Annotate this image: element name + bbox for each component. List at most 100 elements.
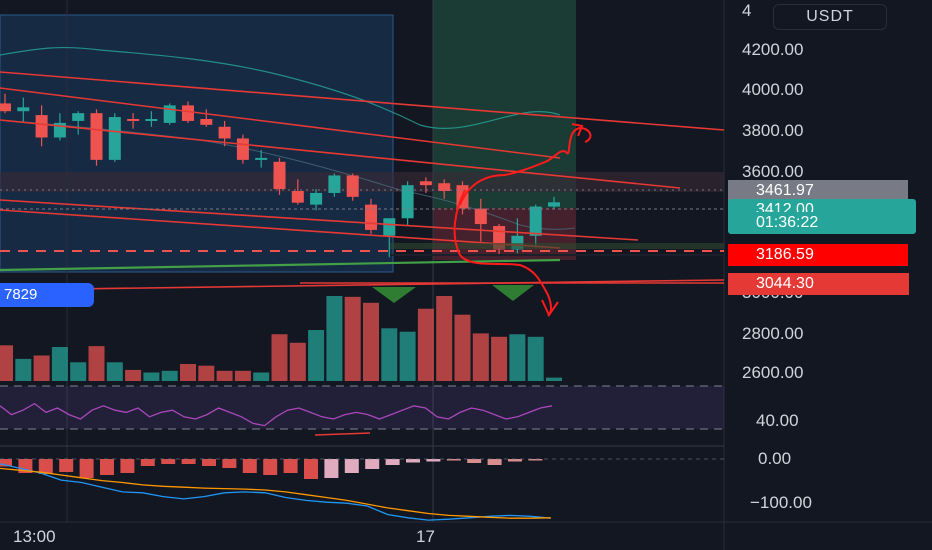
candle-body [401, 185, 414, 219]
volume-bar [271, 334, 288, 381]
blue-range-border [0, 14, 394, 273]
trend-line [0, 199, 639, 241]
volume-bar [88, 346, 105, 381]
macd-histogram-bar [120, 459, 135, 473]
trend-line [0, 87, 561, 159]
trend-line [0, 119, 681, 189]
macd-histogram-bar [528, 459, 543, 461]
volume-bar [436, 296, 453, 381]
volume-bar [546, 377, 562, 381]
x-axis-tick-label: 13:00 [13, 527, 56, 546]
volume-bar [417, 308, 434, 381]
macd-axis-tick-label: −100.00 [750, 493, 812, 512]
candle-body [474, 208, 487, 225]
macd-histogram-group [0, 459, 543, 479]
macd-histogram-bar [508, 459, 522, 462]
macd-histogram-bar [181, 459, 196, 464]
moving-average-line-2 [0, 119, 576, 230]
candle-body [310, 192, 323, 205]
bearish-arrowhead [541, 299, 559, 318]
macd-histogram-bar [38, 459, 53, 474]
volume-bar [216, 370, 233, 381]
macd-histogram-bar [385, 459, 400, 465]
rsi-axis-tick-label: 40.00 [756, 411, 799, 430]
x-axis-tick-label: 17 [416, 527, 435, 546]
candle-body [548, 202, 560, 207]
y-axis-tick-label: 4200.00 [742, 40, 803, 59]
macd-histogram-bar [222, 459, 237, 468]
macd-histogram-bar [263, 459, 278, 475]
macd-signal-line [0, 467, 551, 519]
candle-body [291, 191, 304, 203]
bearish-projection-arrow [453, 189, 552, 317]
volume-bar [381, 328, 398, 381]
candle-body [0, 103, 11, 112]
volume-bar [491, 336, 508, 381]
candle-body [346, 175, 359, 197]
candle-body [236, 138, 249, 160]
candle-body [17, 107, 30, 112]
volume-bar [509, 334, 526, 381]
candle-body [255, 157, 268, 160]
volume-bar [180, 364, 196, 381]
y-axis-tick-label: 2800.00 [742, 324, 803, 343]
y-axis-tick-label: 4 [742, 1, 751, 20]
volume-bar [454, 314, 471, 381]
price-label-last-close: 3461.97 [728, 180, 908, 202]
macd-histogram-bar [406, 459, 420, 463]
rsi-line [0, 402, 553, 427]
rsi-divergence-line [314, 432, 371, 436]
volume-bar [234, 370, 251, 381]
currency-selector[interactable]: USDT [773, 4, 887, 30]
trend-line [0, 209, 561, 249]
candle-body [273, 161, 286, 190]
candle-body [72, 113, 85, 121]
volume-group [0, 296, 562, 381]
macd-histogram-bar [79, 459, 94, 478]
y-axis-tick-label: 4000.00 [742, 80, 803, 99]
y-axis-tick-label: 3800.00 [742, 121, 803, 140]
support-line [0, 258, 561, 272]
macd-histogram-bar [100, 459, 114, 475]
macd-histogram-bar [202, 459, 216, 466]
candle-body [383, 218, 396, 236]
volume-bar [308, 330, 325, 381]
candle-body [438, 183, 451, 191]
volume-bar [344, 296, 361, 381]
volume-bar [326, 296, 343, 381]
left-price-pill: 7829 [0, 283, 94, 307]
macd-histogram-bar [467, 459, 482, 463]
y-axis-tick-label: 3600.00 [742, 162, 803, 181]
blue-range-box [0, 15, 393, 272]
rsi-band-fill [0, 386, 724, 429]
volume-bar [289, 342, 306, 381]
macd-axis-tick-label: 0.00 [758, 449, 791, 468]
macd-histogram-bar [283, 459, 298, 473]
countdown-label: 01:36:22 [728, 212, 916, 234]
candle-body [108, 117, 121, 160]
volume-bar [399, 331, 416, 381]
macd-histogram-bar [140, 459, 155, 466]
candle-body [365, 204, 377, 230]
candle-body [145, 118, 158, 121]
volume-bar [15, 358, 32, 381]
price-label-low: 3044.30 [728, 273, 909, 295]
candle-body [35, 115, 48, 138]
bullish-projection-arrow [459, 126, 592, 206]
macd-histogram-bar [304, 459, 318, 479]
candle-body [127, 118, 140, 121]
candle-body [218, 126, 231, 139]
volume-bar [70, 362, 87, 381]
candle-body [90, 113, 103, 160]
candle-body [200, 118, 213, 125]
volume-bar [527, 336, 544, 381]
candle-body [419, 181, 432, 186]
volume-bar [125, 369, 142, 381]
macd-histogram-bar [344, 459, 359, 473]
macd-histogram-bar [446, 459, 461, 461]
price-label-support: 3186.59 [728, 244, 908, 266]
macd-histogram-bar [59, 459, 74, 472]
volume-bar [198, 365, 215, 381]
macd-histogram-bar [0, 459, 12, 467]
